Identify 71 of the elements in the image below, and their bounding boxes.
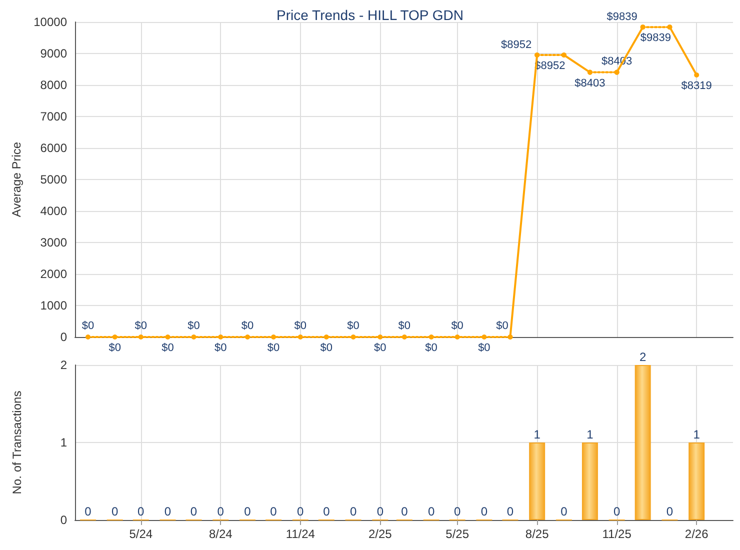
data-label: 0 <box>401 504 408 518</box>
data-label: $0 <box>82 320 94 332</box>
data-label: 0 <box>190 504 198 518</box>
data-label: $0 <box>241 320 254 332</box>
data-label: 0 <box>454 504 461 518</box>
y-tick-label: 8000 <box>40 78 68 92</box>
data-label: $0 <box>398 320 411 332</box>
data-label: 0 <box>84 504 92 518</box>
y-axis-title: No. of Transactions <box>10 390 24 494</box>
data-label: $8403 <box>574 77 606 90</box>
data-label: 0 <box>613 504 620 518</box>
data-label: 0 <box>164 504 172 518</box>
data-label: $0 <box>320 342 333 354</box>
data-label: 0 <box>376 504 384 518</box>
x-tick-label: 5/25 <box>446 527 470 541</box>
x-tick-label: 11/24 <box>286 527 316 541</box>
data-label: $0 <box>451 320 464 332</box>
data-label: $0 <box>214 342 227 354</box>
data-label: $0 <box>267 342 280 354</box>
y-tick-label: 6000 <box>40 141 68 155</box>
data-label: 0 <box>297 504 304 518</box>
data-label: 1 <box>693 428 700 442</box>
x-tick-label: 5/24 <box>129 527 153 541</box>
y-tick-label: 2 <box>60 358 68 372</box>
y-tick-label: 9000 <box>40 46 68 60</box>
data-label: 0 <box>323 504 330 518</box>
data-label: $0 <box>134 320 148 332</box>
data-label: $9839 <box>640 32 672 44</box>
y-axis-title: Average Price <box>10 142 24 218</box>
data-label: $0 <box>294 320 307 332</box>
data-label: $0 <box>162 342 174 354</box>
x-tick-label: 2/25 <box>368 527 392 541</box>
data-label: $0 <box>347 320 360 332</box>
y-tick-label: 0 <box>60 513 68 527</box>
data-label: $9839 <box>606 11 638 24</box>
y-tick-label: 3000 <box>40 236 68 250</box>
y-tick-label: 10000 <box>34 15 68 29</box>
data-label: $0 <box>478 342 490 354</box>
x-tick-label: 8/24 <box>208 527 233 541</box>
y-tick-label: 1 <box>60 436 68 450</box>
data-label: 0 <box>666 504 674 518</box>
data-label: 2 <box>639 350 646 364</box>
y-tick-label: 2000 <box>40 267 68 281</box>
data-label: 0 <box>350 504 357 518</box>
data-label: $0 <box>425 342 438 354</box>
y-tick-label: 7000 <box>40 110 68 124</box>
data-label: 0 <box>217 504 224 518</box>
data-label: 0 <box>270 504 278 518</box>
x-tick-label: 8/25 <box>525 527 550 541</box>
chart-title: Price Trends - HILL TOP GDN <box>276 7 464 23</box>
data-label: $8319 <box>681 80 712 92</box>
data-label: $0 <box>188 320 200 332</box>
data-label: $0 <box>374 342 386 354</box>
data-label: 0 <box>506 504 514 518</box>
data-label: $0 <box>496 320 508 332</box>
data-label: 0 <box>560 504 568 518</box>
data-label: 0 <box>428 504 435 518</box>
data-label: 0 <box>138 504 145 518</box>
data-label: 0 <box>112 504 119 518</box>
y-tick-label: 4000 <box>40 204 68 218</box>
data-label: $0 <box>108 342 122 354</box>
data-label: $8952 <box>500 39 532 52</box>
data-label: 0 <box>244 504 252 518</box>
data-label: 1 <box>586 428 594 442</box>
x-tick-label: 2/26 <box>684 527 709 541</box>
y-tick-label: 0 <box>60 330 68 344</box>
data-label: 1 <box>534 428 541 442</box>
data-label: 0 <box>480 504 488 518</box>
y-tick-label: 5000 <box>40 172 68 186</box>
y-tick-label: 1000 <box>40 298 68 312</box>
x-tick-label: 11/25 <box>602 527 632 541</box>
